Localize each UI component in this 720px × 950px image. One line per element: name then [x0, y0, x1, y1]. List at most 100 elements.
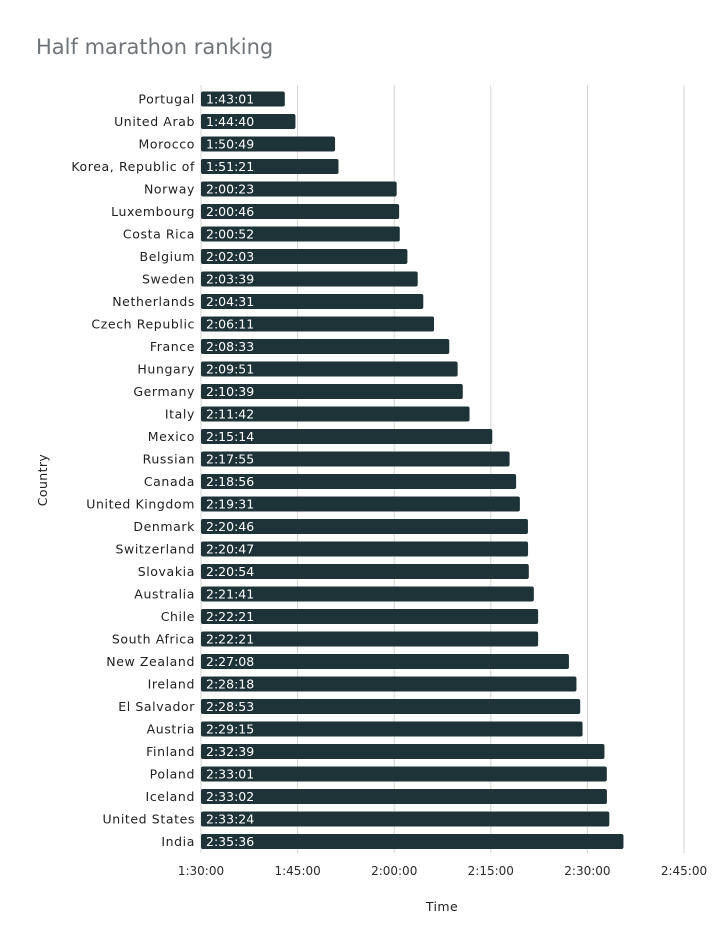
bar	[201, 721, 583, 737]
bar-value-label: 2:20:47	[206, 542, 254, 557]
bar-value-label: 2:15:14	[206, 429, 254, 444]
category-label: Iceland	[146, 789, 195, 804]
bar	[201, 91, 285, 107]
bar-value-label: 2:21:41	[206, 587, 254, 602]
category-label: Hungary	[137, 362, 195, 377]
category-label: Poland	[150, 767, 195, 782]
category-label: Czech Republic	[91, 317, 195, 332]
category-label: Morocco	[138, 137, 195, 152]
bar	[201, 294, 424, 309]
category-label: Mexico	[148, 429, 195, 444]
bar-value-label: 2:33:24	[206, 812, 254, 827]
x-tick-label: 2:30:00	[564, 864, 610, 878]
category-label: Korea, Republic of	[71, 159, 195, 174]
bar-value-label: 2:03:39	[206, 272, 254, 287]
bar	[201, 609, 539, 624]
x-axis-label: Time	[425, 899, 458, 914]
bar	[201, 406, 470, 422]
y-axis-label: Country	[35, 454, 50, 507]
category-label: New Zealand	[106, 654, 195, 669]
bar	[201, 586, 534, 602]
bar	[201, 271, 418, 287]
category-label: Slovakia	[138, 564, 195, 579]
category-labels: Portugal United Arab Morocco Korea, Republi…	[71, 92, 195, 850]
bar-value-label: 2:10:39	[206, 384, 254, 399]
bar	[201, 564, 529, 579]
category-label: Costa Rica	[123, 227, 195, 242]
x-tick-labels: 1:30:00 1:45:00 2:00:00 2:15:00 2:30:00 2:45:…	[178, 864, 707, 878]
category-label: Norway	[144, 182, 195, 197]
bar	[201, 744, 605, 759]
category-label: France	[150, 339, 195, 354]
bar	[201, 699, 581, 714]
bar	[201, 136, 336, 152]
bar	[201, 429, 493, 444]
bar	[201, 676, 577, 692]
bar	[201, 519, 528, 534]
bar-value-label: 2:11:42	[206, 407, 254, 422]
x-tick-label: 1:45:00	[274, 864, 320, 878]
bar-value-label: 1:50:49	[206, 137, 254, 152]
bar	[201, 159, 339, 174]
bar-value-label: 2:32:39	[206, 744, 254, 759]
category-label: Netherlands	[112, 294, 195, 309]
bar-value-label: 2:22:21	[206, 609, 254, 624]
category-label: Switzerland	[115, 542, 195, 557]
bar-value-label: 2:00:23	[206, 182, 254, 197]
x-tick-label: 2:45:00	[661, 864, 707, 878]
category-label: Italy	[165, 407, 195, 422]
bar	[201, 384, 463, 399]
bar	[201, 631, 539, 647]
bar-value-label: 2:33:02	[206, 789, 254, 804]
category-label: Denmark	[133, 519, 195, 534]
bar-value-label: 2:04:31	[206, 294, 254, 309]
bars: 1:43:01 1:44:40 1:50:49 1:51:21 2:00:23 2:00:…	[201, 91, 624, 849]
category-label: United Kingdom	[86, 497, 195, 512]
bar-value-label: 2:28:18	[206, 677, 254, 692]
category-label: El Salvador	[118, 699, 195, 714]
chart-title: Half marathon ranking	[36, 35, 273, 59]
category-label: South Africa	[112, 632, 195, 647]
category-label: Sweden	[142, 272, 195, 287]
bar	[201, 766, 607, 782]
category-label: Germany	[133, 384, 195, 399]
bar-value-label: 2:22:21	[206, 632, 254, 647]
bar-value-label: 2:35:36	[206, 834, 254, 849]
category-label: Luxembourg	[111, 204, 195, 219]
bar	[201, 811, 610, 827]
category-label: Portugal	[138, 92, 195, 107]
bar	[201, 361, 458, 377]
category-label: Canada	[144, 474, 195, 489]
bar-value-label: 2:28:53	[206, 699, 254, 714]
bar-value-label: 2:06:11	[206, 317, 254, 332]
bar-value-label: 2:00:46	[206, 204, 254, 219]
bar	[201, 226, 400, 242]
bar	[201, 114, 296, 129]
category-label: India	[161, 834, 195, 849]
x-tick-label: 2:15:00	[468, 864, 514, 878]
bar	[201, 541, 529, 557]
bar	[201, 789, 607, 804]
bar-value-label: 1:43:01	[206, 92, 254, 107]
x-tick-label: 2:00:00	[371, 864, 417, 878]
bar-value-label: 2:19:31	[206, 497, 254, 512]
bar-value-label: 2:20:46	[206, 519, 254, 534]
bar-value-label: 1:51:21	[206, 159, 254, 174]
category-label: Ireland	[148, 677, 195, 692]
bar-value-label: 2:17:55	[206, 452, 254, 467]
bar	[201, 181, 397, 197]
category-label: Chile	[161, 609, 195, 624]
category-label: Finland	[146, 744, 195, 759]
bar	[201, 339, 450, 354]
bar-value-label: 1:44:40	[206, 114, 254, 129]
gridlines	[200, 85, 685, 853]
bar-value-label: 2:27:08	[206, 654, 254, 669]
category-label: Belgium	[140, 249, 195, 264]
bar-value-label: 2:29:15	[206, 722, 254, 737]
bar-value-label: 2:33:01	[206, 767, 254, 782]
bar	[201, 249, 408, 264]
bar-value-label: 2:08:33	[206, 339, 254, 354]
category-label: United States	[103, 812, 195, 827]
x-tick-label: 1:30:00	[178, 864, 224, 878]
